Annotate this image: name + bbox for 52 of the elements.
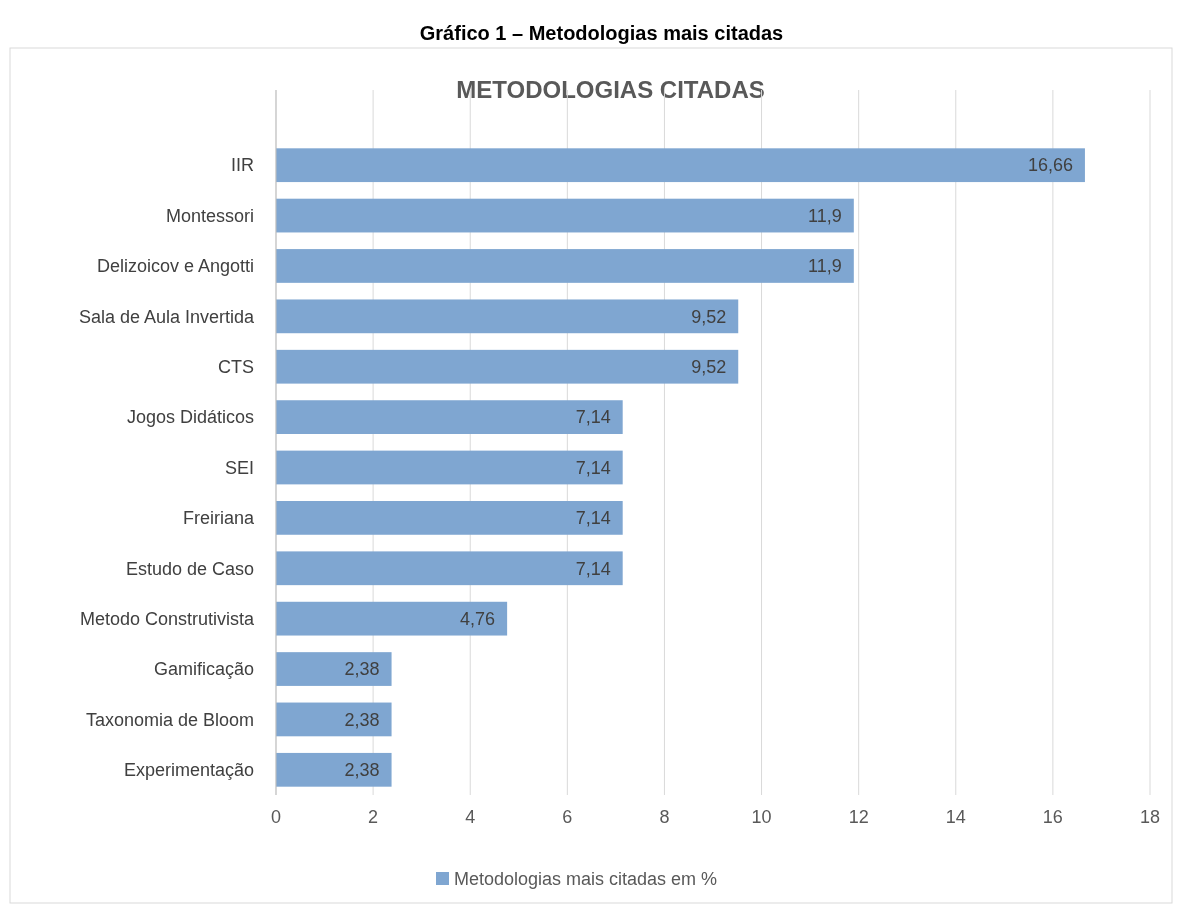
x-tick-label: 0 <box>270 807 282 827</box>
x-tick-label: 12 <box>848 807 869 827</box>
y-tick-label: Gamificação <box>153 659 254 680</box>
bar <box>276 249 854 283</box>
y-tick-label: Estudo de Caso <box>125 558 254 579</box>
x-tick-label: 2 <box>368 807 379 827</box>
x-tick-label: 6 <box>562 807 573 827</box>
x-tick-label: 8 <box>659 807 670 827</box>
bar <box>276 400 623 434</box>
data-label: 2,38 <box>344 760 380 781</box>
y-tick-label: Jogos Didáticos <box>126 407 254 428</box>
y-tick-label: CTS <box>218 357 254 378</box>
data-label: 11,9 <box>808 205 842 226</box>
data-label: 16,66 <box>1027 155 1073 176</box>
data-label: 7,14 <box>575 407 611 428</box>
y-tick-label: IIR <box>230 155 254 176</box>
data-label: 7,14 <box>575 508 611 529</box>
chart-title: Gráfico 1 – Metodologias mais citadas <box>419 22 784 44</box>
y-tick-label: Experimentação <box>123 760 254 781</box>
data-label: 9,52 <box>691 306 727 327</box>
y-tick-label: Freiriana <box>182 508 255 529</box>
chart-subtitle: METODOLOGIAS CITADAS <box>456 76 765 103</box>
bar <box>276 752 392 787</box>
x-tick-label: 10 <box>751 807 772 827</box>
x-tick-label: 4 <box>465 807 476 827</box>
legend-label: Metodologias mais citadas em % <box>454 869 718 890</box>
y-tick-label: Sala de Aula Invertida <box>78 306 255 327</box>
bar <box>276 148 1085 183</box>
y-tick-label: SEI <box>224 457 254 478</box>
bar <box>276 349 739 384</box>
bar <box>276 450 623 485</box>
y-tick-label: Metodo Construtivista <box>79 608 255 629</box>
data-label: 7,14 <box>575 558 611 579</box>
data-label: 9,52 <box>691 357 727 378</box>
x-tick-label: 14 <box>945 807 966 827</box>
bar <box>276 702 392 737</box>
data-label: 7,14 <box>575 457 611 478</box>
y-tick-label: Delizoicov e Angotti <box>96 256 254 277</box>
bar <box>276 501 623 535</box>
x-tick-label: 18 <box>1139 807 1161 827</box>
bar <box>276 299 739 334</box>
bar <box>276 198 854 233</box>
bar <box>276 652 392 686</box>
y-tick-label: Montessori <box>165 205 254 226</box>
data-label: 2,38 <box>344 659 380 680</box>
y-tick-label: Taxonomia de Bloom <box>85 709 254 730</box>
data-label: 2,38 <box>344 709 380 730</box>
x-tick-label: 16 <box>1042 807 1063 827</box>
bar <box>276 601 508 636</box>
data-label: 4,76 <box>460 608 496 629</box>
data-label: 11,9 <box>808 256 842 277</box>
bar <box>276 551 623 586</box>
